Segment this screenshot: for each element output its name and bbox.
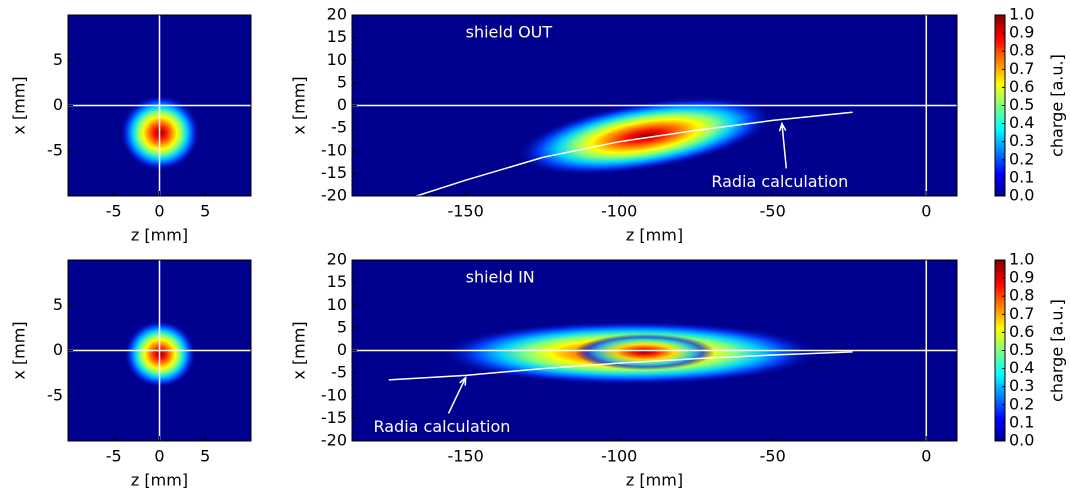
y-axis-label: x [mm] [290,76,309,134]
x-axis-label: z [mm] [131,226,188,245]
y-tick-label: 20 [327,5,347,24]
colorbar-tick-label: 0.7 [1009,59,1034,78]
y-tick-label: -15 [321,163,347,182]
y-tick-label: 5 [53,295,63,314]
x-tick-label: -50 [760,447,786,466]
colorbar-tick-label: 0.8 [1009,41,1034,60]
annotation: shield IN [466,268,535,287]
x-tick-label: -150 [447,202,483,221]
y-tick-label: 0 [53,95,63,114]
x-tick-label: -5 [106,202,122,221]
colorbar-tick-label: 0.8 [1009,286,1034,305]
annotation: Radia calculation [711,172,848,191]
x-axis-label: z [mm] [626,226,683,245]
colorbar-tick-label: 0.3 [1009,376,1034,395]
x-tick-label: -50 [760,202,786,221]
y-tick-label: 5 [337,317,347,336]
y-tick-label: -10 [321,385,347,404]
colorbar-tick-label: 0.1 [1009,167,1034,186]
colorbar-tick-label: 0.6 [1009,77,1034,96]
x-tick-label: 0 [921,202,931,221]
y-tick-label: 5 [337,72,347,91]
y-axis-label: x [mm] [10,76,29,134]
y-axis-label: x [mm] [10,321,29,379]
y-tick-label: 0 [337,340,347,359]
x-tick-label: -150 [447,447,483,466]
x-axis-label: z [mm] [131,471,188,490]
colorbar-tick-label: 0.4 [1009,358,1034,377]
colorbar-tick-label: 0.5 [1009,95,1034,114]
colorbar-tick-label: 0.7 [1009,304,1034,323]
x-tick-label: -100 [601,202,637,221]
colorbar-tick-label: 0.0 [1009,186,1034,205]
colorbar-tick-label: 0.9 [1009,23,1034,42]
y-tick-label: 10 [327,295,347,314]
colorbar-tick-label: 0.2 [1009,149,1034,168]
x-tick-label: -5 [106,447,122,466]
colorbar-tick-label: 1.0 [1009,250,1034,269]
colorbar-tick-label: 0.2 [1009,394,1034,413]
y-tick-label: 0 [337,95,347,114]
heatmap-images [68,15,957,441]
x-tick-label: 0 [154,202,164,221]
x-tick-label: 0 [921,447,931,466]
y-tick-label: -20 [321,186,347,205]
x-tick-label: 5 [200,447,210,466]
y-tick-label: 15 [327,272,347,291]
colorbar-tick-label: 0.5 [1009,340,1034,359]
annotation: Radia calculation [373,417,510,436]
y-tick-label: -20 [321,431,347,450]
y-tick-label: 0 [53,340,63,359]
y-tick-label: -5 [331,118,347,137]
x-tick-label: 5 [200,202,210,221]
y-tick-label: -5 [331,363,347,382]
y-axis-label: x [mm] [290,321,309,379]
y-tick-label: -5 [47,140,63,159]
y-tick-label: -15 [321,408,347,427]
figure: -505-505z [mm]x [mm]shield OUTRadia calc… [0,0,1070,497]
x-axis-label: z [mm] [626,471,683,490]
colorbar-tick-label: 0.6 [1009,322,1034,341]
y-tick-label: 20 [327,250,347,269]
colorbar-tick-label: 0.4 [1009,113,1034,132]
y-tick-label: 5 [53,50,63,69]
colorbar-tick-label: 0.9 [1009,268,1034,287]
y-tick-label: -5 [47,385,63,404]
colorbar-label: charge [a.u.] [1048,54,1067,157]
y-tick-label: 15 [327,27,347,46]
x-tick-label: 0 [154,447,164,466]
colorbar-label: charge [a.u.] [1048,299,1067,402]
colorbar-tick-label: 1.0 [1009,5,1034,24]
colorbar-tick-label: 0.3 [1009,131,1034,150]
y-tick-label: -10 [321,140,347,159]
annotation: shield OUT [466,23,553,42]
y-tick-label: 10 [327,50,347,69]
colorbar-tick-label: 0.1 [1009,412,1034,431]
colorbar-tick-label: 0.0 [1009,431,1034,450]
x-tick-label: -100 [601,447,637,466]
